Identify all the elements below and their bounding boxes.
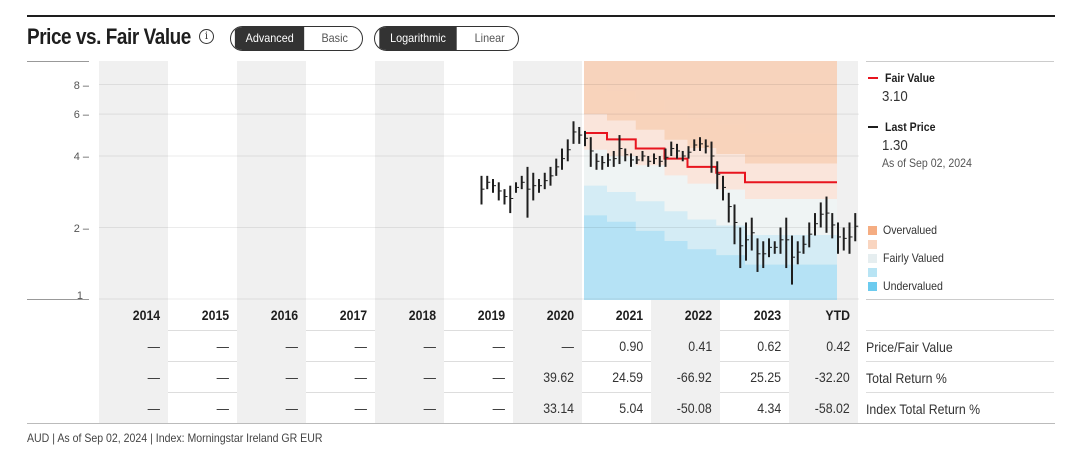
table-cell: — (99, 361, 168, 393)
table-cell: 24.59 (612, 368, 643, 385)
toggle-linear[interactable]: Linear (463, 27, 516, 50)
table-cell: 0.62 (757, 337, 781, 354)
table-cell: — (237, 330, 306, 362)
footer-note: AUD | As of Sep 02, 2024 | Index: Mornin… (27, 423, 1055, 445)
row-label-price-fair-value: Price/Fair Value (866, 331, 1054, 362)
column-bg (99, 61, 168, 300)
toggle-logarithmic[interactable]: Logarithmic (379, 27, 457, 50)
table-header-row: 2014 2015 2016 2017 2018 2019 2020 2021 2022 2023… (99, 299, 858, 331)
year-header: 2018 (375, 299, 444, 331)
table-cell: — (375, 330, 444, 362)
year-header: 2019 (477, 306, 505, 323)
table-cell: 33.14 (513, 392, 582, 424)
table-row: — — — — — — — 0.90 0.41 0.62 0.42 (99, 330, 858, 362)
table-cell: -50.08 (651, 392, 720, 424)
table-cell: 0.90 (619, 337, 643, 354)
mod-undervalued-swatch-icon (868, 268, 877, 277)
table-cell: -66.92 (651, 361, 720, 393)
table-cell: — (492, 337, 505, 354)
row-labels: Price/Fair Value Total Return % Index To… (866, 331, 1054, 424)
table-cell: 39.62 (513, 361, 582, 393)
last-price-date: As of Sep 02, 2024 (882, 156, 972, 170)
last-price-line-icon (868, 126, 878, 128)
legend: Fair Value 3.10 Last Price 1.30 As of Se… (866, 61, 1054, 300)
table-cell: — (237, 361, 306, 393)
column-bg (168, 61, 237, 300)
fair-value-label: Fair Value (885, 71, 935, 85)
fair-value-line-icon (868, 77, 878, 79)
column-bg (306, 61, 375, 300)
y-tick-label: 8 – (73, 79, 89, 92)
table-cell: — (492, 399, 505, 416)
table-cell: 25.25 (750, 368, 781, 385)
returns-table: 2014 2015 2016 2017 2018 2019 2020 2021 2022 2023… (99, 299, 858, 424)
undervalued-swatch-icon (868, 282, 877, 291)
overvalued-label: Overvalued (883, 223, 938, 237)
column-bg (444, 61, 513, 300)
table-cell: — (99, 330, 168, 362)
year-header: 2020 (513, 299, 582, 331)
view-toggle[interactable]: Advanced Basic (230, 26, 363, 51)
table-cell: — (375, 361, 444, 393)
table-cell: — (375, 392, 444, 424)
y-tick-label: 1 (76, 290, 83, 302)
undervalued-label: Undervalued (883, 279, 943, 293)
year-header: 2017 (339, 306, 367, 323)
table-cell: -58.02 (789, 392, 858, 424)
row-label-total-return: Total Return % (866, 362, 1054, 393)
table-cell: 0.42 (789, 330, 858, 362)
y-tick-label: 6 – (73, 109, 89, 122)
table-cell: -32.20 (789, 361, 858, 393)
toggle-basic[interactable]: Basic (311, 27, 360, 50)
price-chart (99, 61, 859, 300)
year-header: 2016 (237, 299, 306, 331)
last-price-value: 1.30 (882, 137, 908, 154)
column-bg (375, 61, 444, 300)
table-row: — — — — — — 33.14 5.04 -50.08 4.34 -58.02 (99, 392, 858, 424)
y-axis: 1 2 – 4 – 6 – 8 – (27, 61, 89, 302)
page-title: Price vs. Fair Value (27, 24, 191, 49)
info-icon[interactable]: i (199, 29, 214, 44)
year-header: 2015 (201, 306, 229, 323)
fairly-valued-swatch-icon (868, 254, 877, 263)
y-tick-label: 2 – (73, 222, 89, 235)
fairly-valued-label: Fairly Valued (883, 251, 944, 265)
table-cell: — (513, 330, 582, 362)
table-cell: — (216, 337, 229, 354)
year-header: 2021 (615, 306, 643, 323)
table-cell: — (354, 399, 367, 416)
last-price-label: Last Price (885, 120, 936, 134)
year-header: YTD (789, 299, 858, 331)
column-bg (237, 61, 306, 300)
overvalued-swatch-icon (868, 226, 877, 235)
table-cell: 0.41 (651, 330, 720, 362)
row-label-index-total-return: Index Total Return % (866, 393, 1054, 424)
toggle-advanced[interactable]: Advanced (234, 27, 305, 50)
table-cell: — (354, 337, 367, 354)
table-cell: — (354, 368, 367, 385)
table-row: — — — — — — 39.62 24.59 -66.92 25.25 -32.20 (99, 361, 858, 393)
table-cell: 5.04 (619, 399, 643, 416)
year-header: 2022 (651, 299, 720, 331)
y-tick-label: 4 – (73, 151, 89, 163)
row-labels-header (866, 300, 1054, 331)
table-cell: — (492, 368, 505, 385)
table-cell: — (99, 392, 168, 424)
valuation-band (584, 215, 837, 300)
table-cell: — (216, 399, 229, 416)
table-cell: 4.34 (757, 399, 781, 416)
year-header: 2014 (99, 299, 168, 331)
mod-overvalued-swatch-icon (868, 240, 877, 249)
table-cell: — (216, 368, 229, 385)
top-rule (27, 15, 1055, 17)
fair-value-value: 3.10 (882, 88, 908, 105)
year-header: 2023 (753, 306, 781, 323)
table-cell: — (237, 392, 306, 424)
scale-toggle[interactable]: Logarithmic Linear (374, 26, 520, 51)
